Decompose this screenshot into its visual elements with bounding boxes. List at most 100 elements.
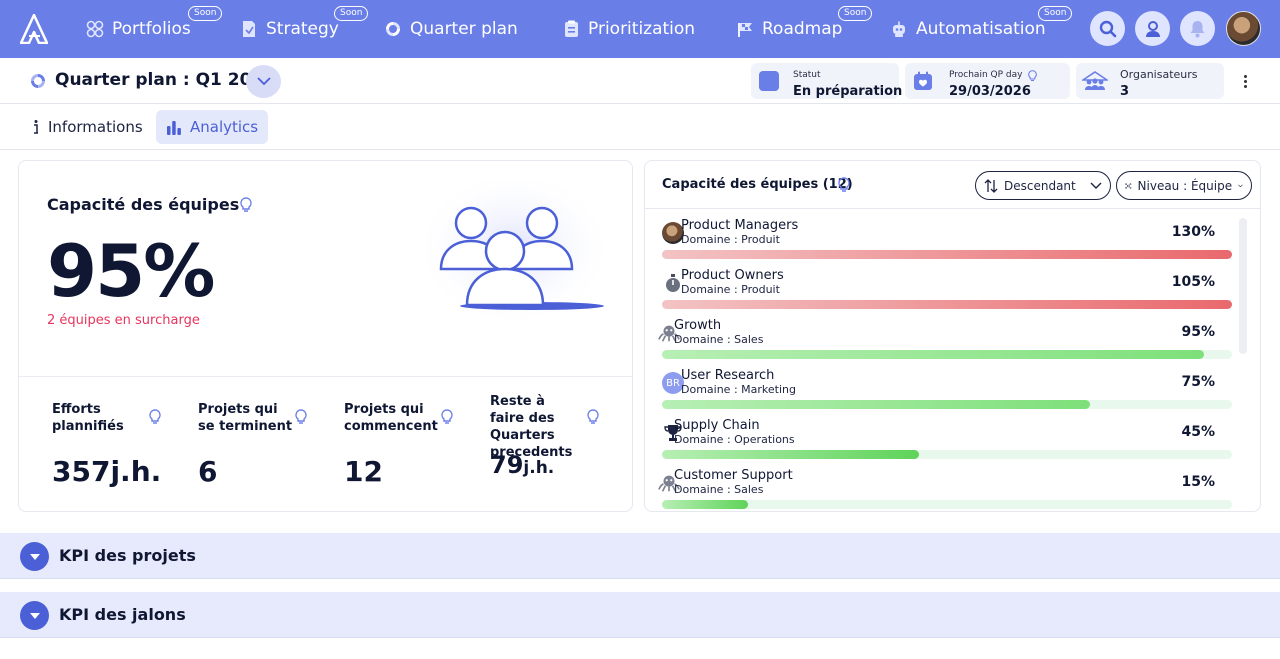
lightbulb-icon[interactable] (240, 197, 252, 213)
info-icon (34, 120, 38, 134)
nav-label: Roadmap (762, 19, 843, 39)
next-qp-day-label: Prochain QP day (949, 70, 1023, 80)
calendar-icon (914, 71, 932, 90)
quarter-plan-icon (384, 20, 402, 38)
divider (19, 376, 632, 377)
initials-avatar: BR (662, 372, 684, 394)
team-capacity-percentage: 15% (1181, 474, 1215, 490)
team-row[interactable]: Supply Chain Domaine : Operations 45% (645, 418, 1232, 468)
notifications-button[interactable] (1180, 11, 1215, 46)
nav-item-prioritization[interactable]: Prioritization (562, 0, 695, 58)
nav-item-strategy[interactable]: Strategy (240, 0, 339, 58)
prioritization-icon (562, 20, 580, 38)
team-domain: Domaine : Operations (674, 433, 795, 446)
team-row[interactable]: Growth Domaine : Sales 95% (645, 318, 1232, 368)
quarter-selector-button[interactable] (246, 65, 281, 98)
more-options-button[interactable] (1238, 71, 1252, 91)
lightbulb-icon[interactable] (441, 409, 453, 425)
kpi-projects-section[interactable]: KPI des projets (0, 533, 1280, 579)
page-header: Quarter plan : Q1 2026 Statut En prépara… (0, 58, 1280, 104)
team-capacity-list-card: Capacité des équipes (12) Descendant Niv… (644, 160, 1261, 512)
panel-title: Capacité des équipes (12) (662, 177, 853, 192)
stat-projects-ending: Projets qui se terminent 6 (198, 401, 328, 488)
nav-item-quarter-plan[interactable]: Quarter plan (384, 0, 518, 58)
lightbulb-icon[interactable] (838, 177, 850, 193)
capacity-bar-track (662, 300, 1232, 309)
expand-button[interactable] (20, 542, 49, 571)
bell-icon (1190, 20, 1205, 37)
lightbulb-icon[interactable] (587, 409, 599, 425)
tab-informations[interactable]: Informations (22, 110, 153, 144)
team-row[interactable]: Product Owners Domaine : Produit 105% (645, 268, 1232, 318)
stat-remaining-previous: Reste à faire des Quarters precedents 79… (490, 393, 620, 479)
kpi-milestones-section[interactable]: KPI des jalons (0, 592, 1280, 638)
team-row[interactable]: Product Managers Domaine : Produit 130% (645, 218, 1232, 268)
status-card: Statut En préparation (751, 63, 902, 99)
user-icon (1145, 20, 1160, 37)
nav-label: Strategy (266, 19, 339, 39)
capacity-title: Capacité des équipes (47, 195, 240, 214)
team-name: Product Owners (681, 268, 784, 283)
octopus-icon (658, 472, 680, 494)
overload-warning: 2 équipes en surcharge (47, 313, 200, 328)
stopwatch-icon (662, 272, 684, 294)
team-row[interactable]: Customer Support Domaine : Sales 15% (645, 468, 1232, 511)
team-name: User Research (681, 368, 775, 383)
nav-item-portfolios[interactable]: Portfolios (86, 0, 191, 58)
stat-value: 79j.h. (490, 451, 555, 479)
sort-select[interactable]: Descendant (975, 171, 1111, 200)
scrollbar[interactable] (1239, 218, 1247, 354)
team-capacity-percentage: 95% (1181, 324, 1215, 340)
page-title: Quarter plan : Q1 2026 (55, 70, 276, 90)
lightbulb-icon[interactable] (1028, 70, 1037, 82)
stat-label: Projets qui se terminent (198, 402, 293, 434)
stat-efforts-planned: Efforts plannifiés 357j.h. (52, 401, 182, 488)
nav-item-automation[interactable]: Automatisation (890, 0, 1046, 58)
capacity-bar-track (662, 400, 1232, 409)
lightbulb-icon[interactable] (295, 409, 307, 425)
stat-value: 357j.h. (52, 455, 162, 488)
soon-badge: Soon (1038, 6, 1073, 21)
caret-down-icon (29, 553, 40, 560)
capacity-percentage: 95% (47, 229, 215, 313)
user-button[interactable] (1135, 11, 1170, 46)
stat-label: Reste à faire des Quarters precedents (490, 394, 573, 460)
search-button[interactable] (1090, 11, 1125, 46)
bar-chart-icon (167, 120, 181, 135)
stat-value: 12 (344, 455, 383, 488)
capacity-bar-track (662, 250, 1232, 259)
status-label: Statut (793, 70, 821, 80)
capacity-bar-fill (662, 350, 1204, 359)
team-row[interactable]: BR User Research Domaine : Marketing 75% (645, 368, 1232, 418)
next-qp-day-value: 29/03/2026 (949, 84, 1031, 99)
level-select[interactable]: Niveau : Équipe (1116, 171, 1252, 200)
chevron-down-icon (1238, 184, 1243, 187)
section-title: KPI des jalons (59, 605, 186, 624)
sort-value: Descendant (1004, 178, 1076, 193)
level-value: Niveau : Équipe (1137, 178, 1233, 193)
search-icon (1099, 20, 1116, 37)
tab-analytics[interactable]: Analytics (156, 110, 269, 144)
next-qp-day-card: Prochain QP day 29/03/2026 (905, 63, 1070, 99)
chevron-down-icon (256, 77, 271, 86)
strategy-icon (240, 20, 258, 38)
capacity-bar-fill (662, 250, 1232, 259)
team-name: Supply Chain (674, 418, 760, 433)
chevron-down-icon (1090, 182, 1102, 189)
app-logo-icon[interactable] (20, 14, 48, 44)
capacity-bar-track (662, 450, 1232, 459)
nav-item-roadmap[interactable]: Roadmap (736, 0, 842, 58)
octopus-icon (658, 322, 680, 344)
nav-label: Quarter plan (410, 19, 518, 39)
capacity-bar-track (662, 350, 1232, 359)
organizers-label: Organisateurs (1120, 68, 1198, 81)
nav-label: Portfolios (112, 19, 191, 39)
expand-button[interactable] (20, 601, 49, 630)
user-avatar[interactable] (1226, 11, 1261, 46)
panel-header: Capacité des équipes (12) Descendant Niv… (645, 161, 1260, 209)
capacity-bar-track (662, 500, 1232, 509)
team-capacity-summary-card: Capacité des équipes 95% 2 équipes en su… (18, 160, 633, 512)
lightbulb-icon[interactable] (149, 409, 161, 425)
nav-label: Automatisation (916, 19, 1046, 39)
team-capacity-percentage: 130% (1171, 224, 1215, 240)
